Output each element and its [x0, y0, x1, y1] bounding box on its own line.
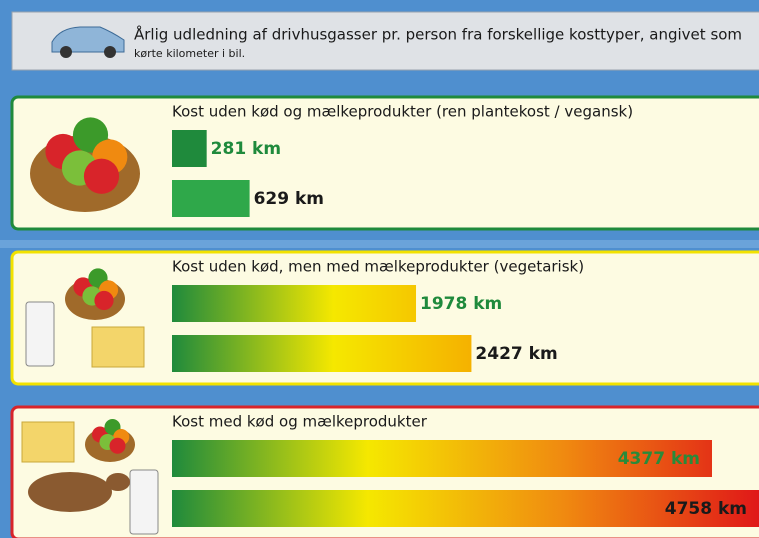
group-title: Kost uden kød og mælkeprodukter (ren pla… — [172, 103, 633, 121]
produce — [94, 291, 113, 310]
value-label: 281 km — [211, 139, 281, 159]
infographic: Årlig udledning af drivhusgasser pr. per… — [0, 0, 759, 538]
bar — [172, 285, 416, 322]
milk-glass — [130, 470, 158, 534]
group-title: Kost uden kød, men med mælkeprodukter (v… — [172, 258, 584, 276]
cow-head — [106, 473, 130, 491]
value-label: 629 km — [254, 189, 324, 209]
group-panel: Kost med kød og mælkeprodukter 4377 km 475… — [12, 407, 759, 538]
value-label: 2427 km — [475, 344, 557, 364]
stripe — [0, 240, 759, 248]
header-subtitle: kørte kilometer i bil. — [134, 47, 245, 60]
bar — [172, 180, 250, 217]
cheese — [92, 327, 144, 367]
chart: Kost uden kød og mælkeprodukter (ren pla… — [12, 97, 759, 538]
cheese — [22, 422, 74, 462]
group-panel: Kost uden kød og mælkeprodukter (ren pla… — [12, 97, 759, 229]
produce — [110, 438, 126, 454]
group-panel: Kost uden kød, men med mælkeprodukter (v… — [12, 252, 759, 384]
value-label: 4758 km — [665, 499, 747, 519]
cow — [28, 472, 112, 512]
value-label: 1978 km — [420, 294, 502, 314]
bar — [172, 335, 471, 372]
bar — [172, 130, 207, 167]
group-title: Kost med kød og mælkeprodukter — [172, 413, 428, 431]
header-title: Årlig udledning af drivhusgasser pr. per… — [134, 25, 742, 44]
value-label: 4377 km — [618, 449, 700, 469]
produce — [84, 159, 119, 194]
milk-glass — [26, 302, 54, 366]
